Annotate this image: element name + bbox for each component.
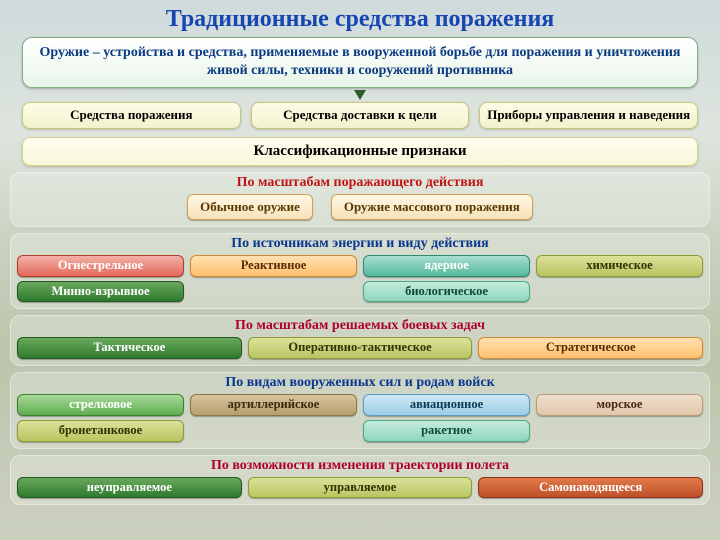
classification-section: По видам вооруженных сил и родам войск ст… bbox=[10, 372, 710, 449]
category-chip: неуправляемое bbox=[17, 477, 242, 499]
chip-row: Тактическое Оперативно-тактическоеСтратег… bbox=[17, 337, 703, 359]
category-chip: Минно-взрывное bbox=[17, 281, 184, 303]
chip-row: бронетанковое.ракетное. bbox=[17, 420, 703, 442]
arrow-down-icon bbox=[354, 90, 366, 100]
component-delivery: Средства доставки к цели bbox=[251, 102, 470, 129]
chip-row: неуправляемое управляемоеСамонаводящееся bbox=[17, 477, 703, 499]
component-means: Средства поражения bbox=[22, 102, 241, 129]
category-chip: Тактическое bbox=[17, 337, 242, 359]
category-chip: Реактивное bbox=[190, 255, 357, 277]
classification-section: По возможности изменения траектории поле… bbox=[10, 455, 710, 506]
category-chip: Оперативно-тактическое bbox=[248, 337, 473, 359]
section-title: По масштабам поражающего действия bbox=[17, 175, 703, 191]
category-chip: Стратегическое bbox=[478, 337, 703, 359]
chip-row: Огнестрельное Реактивное ядерное химическое bbox=[17, 255, 703, 277]
category-chip: бронетанковое bbox=[17, 420, 184, 442]
category-chip: химическое bbox=[536, 255, 703, 277]
page-title: Традиционные средства поражения bbox=[0, 0, 720, 35]
component-guidance: Приборы управления и наведения bbox=[479, 102, 698, 129]
category-chip: Огнестрельное bbox=[17, 255, 184, 277]
chip-row: стрелковое артиллерийское авиационное морск… bbox=[17, 394, 703, 416]
sections-container: По масштабам поражающего действия Обычное… bbox=[0, 172, 720, 506]
category-chip: управляемое bbox=[248, 477, 473, 499]
category-chip: артиллерийское bbox=[190, 394, 357, 416]
classification-section: По масштабам поражающего действия Обычное… bbox=[10, 172, 710, 227]
category-chip: стрелковое bbox=[17, 394, 184, 416]
category-chip: авиационное bbox=[363, 394, 530, 416]
category-chip: Обычное оружие bbox=[187, 194, 313, 220]
section-title: По масштабам решаемых боевых задач bbox=[17, 318, 703, 334]
category-chip: биологическое bbox=[363, 281, 530, 303]
section-title: По видам вооруженных сил и родам войск bbox=[17, 375, 703, 391]
classification-section: По масштабам решаемых боевых задач Тактич… bbox=[10, 315, 710, 366]
classification-header: Классификационные признаки bbox=[22, 137, 698, 166]
slide: Традиционные средства поражения Оружие –… bbox=[0, 0, 720, 540]
section-title: По источникам энергии и виду действия bbox=[17, 236, 703, 252]
classification-section: По источникам энергии и виду действия Огн… bbox=[10, 233, 710, 310]
category-chip: Самонаводящееся bbox=[478, 477, 703, 499]
category-chip: Оружие массового поражения bbox=[331, 194, 533, 220]
components-row: Средства поражения Средства доставки к ц… bbox=[22, 102, 698, 129]
category-chip: морское bbox=[536, 394, 703, 416]
category-chip: ядерное bbox=[363, 255, 530, 277]
chip-row: Обычное оружие Оружие массового поражения bbox=[77, 194, 643, 220]
definition-box: Оружие – устройства и средства, применяе… bbox=[22, 37, 698, 88]
section-title: По возможности изменения траектории поле… bbox=[17, 458, 703, 474]
category-chip: ракетное bbox=[363, 420, 530, 442]
chip-row: Минно-взрывное.биологическое. bbox=[17, 281, 703, 303]
